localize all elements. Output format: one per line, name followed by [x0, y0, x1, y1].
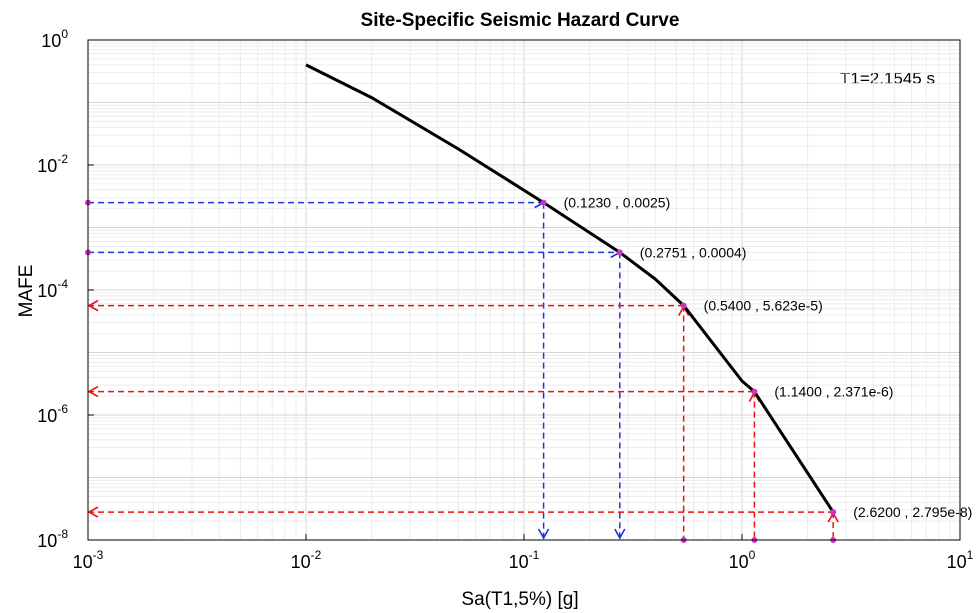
grid — [87, 40, 960, 541]
arrow-head-left — [87, 506, 99, 518]
point-labels: (0.1230 , 0.0025) (0.2751 , 0.0004) (0.540… — [564, 195, 973, 520]
arrow-head-left — [87, 299, 99, 312]
arrow-head-left — [87, 385, 99, 398]
x-tick-label: 10-1 — [509, 548, 540, 572]
y-tick-label: 10-6 — [37, 402, 68, 426]
y-tick-label: 10-2 — [37, 152, 68, 176]
x-tick-label: 10-3 — [73, 548, 104, 572]
curve-point-marker — [680, 302, 687, 309]
axis-ticks: 10-3 10-2 10-1 100 101 100 10-2 10-4 10-6 10-8 — [37, 27, 973, 572]
y-tick-label: 100 — [41, 27, 68, 51]
curve-point-marker — [540, 199, 547, 206]
arrow-head-down — [537, 528, 550, 540]
curve-point-marker — [830, 509, 837, 516]
arrow-head-down — [614, 528, 626, 540]
x-tick-label: 100 — [729, 548, 756, 572]
hazard-curve-line — [305, 63, 835, 513]
point-label: (0.2751 , 0.0004) — [640, 244, 747, 260]
x-tick-label: 101 — [947, 548, 974, 572]
curve-point-marker — [616, 249, 623, 256]
period-annotation: T1=2.1545 s — [840, 69, 935, 88]
chart-title: Site-Specific Seismic Hazard Curve — [361, 10, 680, 31]
y-axis-label: MAFE — [16, 265, 37, 318]
plot-frame — [87, 39, 961, 541]
point-label: (0.1230 , 0.0025) — [564, 195, 671, 211]
curve-layer — [305, 63, 835, 513]
x-tick-label: 10-2 — [291, 548, 322, 572]
y-tick-label: 10-4 — [37, 277, 68, 301]
y-tick-label: 10-8 — [37, 527, 68, 551]
point-label: (1.1400 , 2.371e-6) — [774, 384, 893, 400]
curve-point-marker — [751, 388, 758, 395]
point-label: (2.6200 , 2.795e-8) — [853, 504, 972, 520]
point-label: (0.5400 , 5.623e-5) — [704, 298, 823, 314]
x-axis-label: Sa(T1,5%) [g] — [461, 589, 578, 610]
